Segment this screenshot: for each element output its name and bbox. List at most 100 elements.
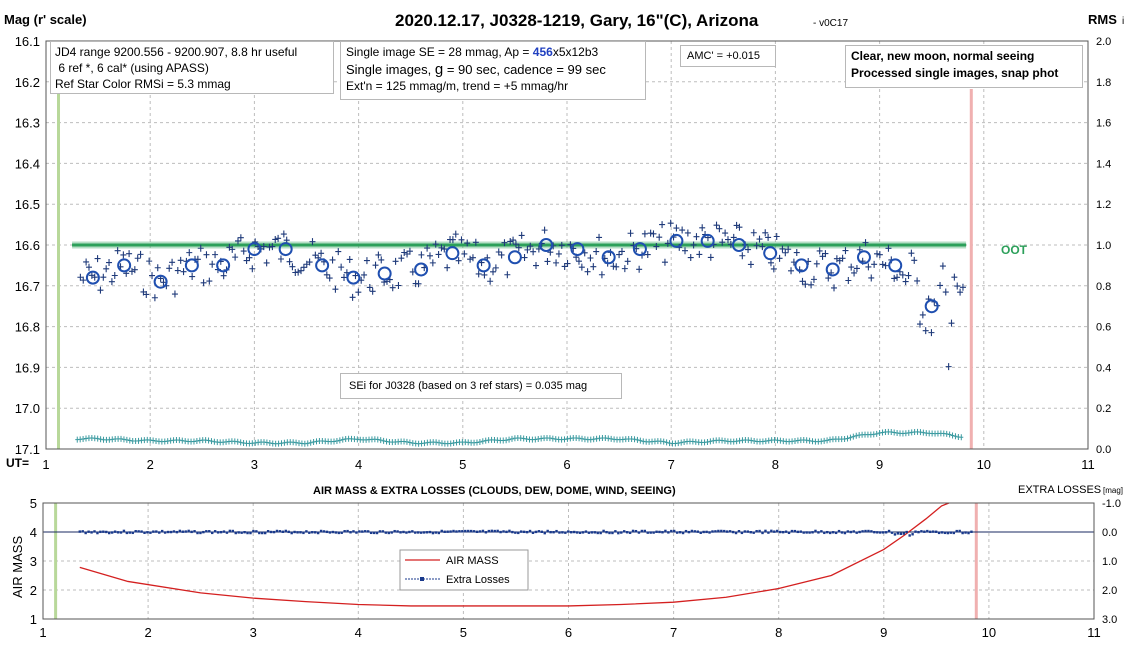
x-tick-label: 11: [1087, 625, 1101, 640]
mag-point: [504, 271, 511, 279]
extra-loss-point: [143, 531, 146, 534]
mag-point: [298, 267, 305, 275]
extra-loss-point: [525, 530, 529, 534]
mag-point: [495, 248, 502, 256]
rms-point: [921, 429, 926, 436]
extra-loss-point: [361, 530, 364, 533]
mag-point: [808, 281, 815, 289]
extra-loss-point: [131, 531, 134, 535]
mag-point: [461, 250, 468, 258]
mag-point: [747, 260, 754, 268]
extra-loss-point: [605, 530, 608, 534]
mag-point: [120, 251, 127, 259]
extra-loss-point: [758, 529, 761, 533]
extra-loss-point: [879, 531, 882, 534]
extra-loss-point: [384, 531, 388, 534]
mag-point: [928, 329, 935, 337]
binned-mean-circle: [539, 238, 554, 252]
extra-loss-point: [502, 530, 505, 533]
extra-loss-point: [163, 531, 167, 534]
extra-loss-point: [296, 531, 299, 534]
mag-point: [240, 247, 247, 255]
extra-loss-point: [364, 530, 367, 533]
extra-loss-point: [834, 531, 838, 535]
binned-means: [85, 233, 939, 314]
single-image-se-text: Single image SE = 28 mmag, Ap = 456x5x12…: [346, 45, 599, 59]
mag-point: [355, 288, 362, 296]
extra-loss-point: [967, 531, 970, 535]
mag-point: [435, 250, 442, 258]
mag-point: [899, 271, 906, 279]
mag-point: [661, 258, 668, 266]
mag-point: [85, 263, 92, 271]
extra-loss-point: [887, 529, 891, 533]
extra-loss-point: [746, 530, 750, 533]
extra-loss-point: [717, 529, 720, 533]
extra-loss-point: [599, 531, 602, 535]
extra-loss-point: [149, 531, 152, 534]
extra-loss-point: [611, 531, 614, 535]
rms-point: [763, 438, 768, 445]
mag-point: [822, 250, 829, 258]
y2-tick-label: 1.6: [1096, 118, 1111, 130]
extra-loss-point: [767, 531, 770, 534]
extra-loss-point: [178, 529, 182, 533]
rms-point: [807, 437, 812, 444]
mag-point: [793, 249, 800, 257]
chart-title: 2020.12.17, J0328-1219, Gary, 16"(C), Ar…: [395, 11, 759, 30]
extra-loss-point: [337, 531, 340, 535]
extra-loss-point: [87, 530, 90, 533]
extra-loss-point: [346, 529, 349, 533]
mag-point: [392, 257, 399, 265]
extra-loss-point: [110, 531, 114, 534]
extra-loss-point: [943, 531, 947, 535]
mag-point: [555, 250, 562, 258]
extra-loss-point: [728, 530, 732, 533]
extra-loss-point: [681, 531, 685, 535]
y2-axis-label: RMS: [1088, 12, 1117, 27]
mag-point: [873, 250, 880, 258]
extra-loss-point: [249, 531, 252, 535]
mag-point: [286, 258, 293, 266]
extra-loss-point: [723, 529, 726, 533]
mag-point: [432, 240, 439, 248]
mag-point: [341, 273, 348, 281]
extra-loss-point: [614, 530, 617, 533]
extra-loss-point: [837, 529, 841, 533]
extra-loss-point: [740, 531, 744, 535]
extra-loss-point: [119, 531, 123, 534]
mag-point: [154, 264, 161, 272]
mag-point: [825, 274, 832, 282]
extra-loss-point: [570, 531, 573, 534]
mag-point: [679, 226, 686, 234]
mag-point: [587, 254, 594, 262]
extra-loss-point: [864, 529, 867, 533]
y-tick-label: 16.5: [15, 197, 40, 212]
extra-loss-point: [299, 531, 302, 534]
mag-point: [616, 251, 623, 259]
mag-point: [959, 283, 966, 291]
rms-point: [311, 439, 316, 446]
extra-loss-point: [778, 530, 782, 534]
binned-mean-circle: [247, 242, 262, 257]
mag-point: [687, 254, 694, 262]
mag-point: [424, 244, 431, 252]
x-tick-label: 4: [355, 625, 362, 640]
extra-loss-point: [505, 530, 508, 534]
extra-loss-point: [826, 530, 829, 534]
extra-loss-point: [540, 530, 544, 534]
mag-point: [767, 259, 774, 267]
extra-loss-point: [358, 530, 361, 533]
extra-loss-point: [243, 531, 246, 534]
rms-point: [180, 437, 185, 444]
y2-tick-label: 3.0: [1102, 614, 1117, 626]
y-tick-label: 2: [30, 583, 37, 598]
mag-point: [375, 251, 382, 259]
rms-point: [378, 437, 383, 444]
mag-point: [885, 244, 892, 252]
extra-loss-point: [917, 530, 920, 534]
mag-point: [831, 284, 838, 292]
y-tick-label: 17.0: [15, 401, 40, 416]
extra-loss-point: [705, 530, 708, 534]
